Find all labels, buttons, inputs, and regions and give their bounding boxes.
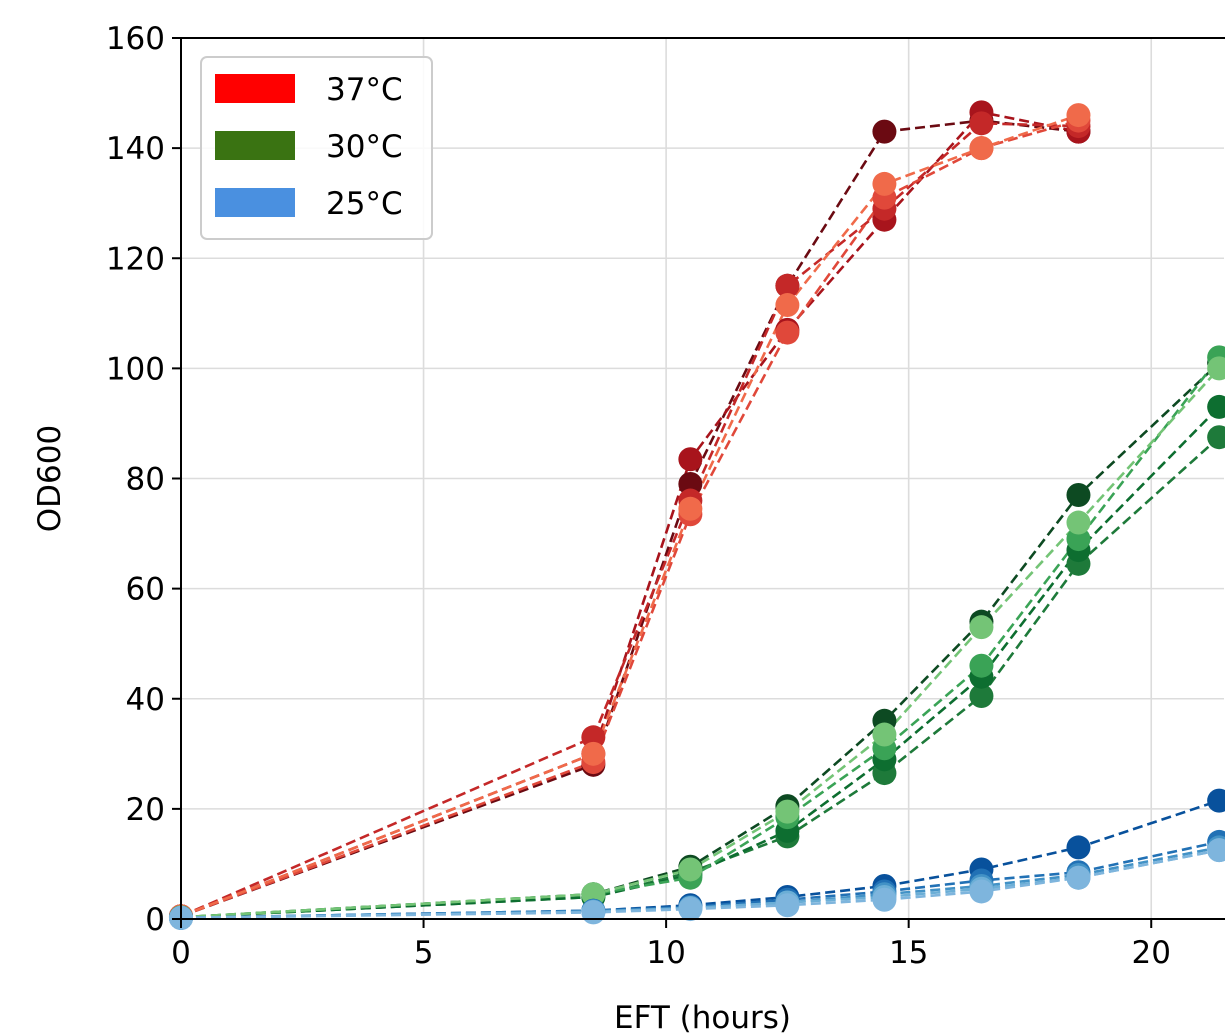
data-point (581, 741, 606, 766)
data-point (1207, 425, 1225, 450)
data-point (581, 882, 606, 907)
data-point (678, 496, 703, 521)
legend: 37°C 30°C 25°C (200, 56, 433, 240)
data-point (1207, 788, 1225, 813)
data-point (775, 893, 800, 918)
y-tick-label: 100 (106, 351, 165, 387)
data-point (678, 447, 703, 472)
data-point (1066, 835, 1091, 860)
data-point (969, 136, 994, 161)
data-point (969, 111, 994, 136)
series-line (180, 405, 1221, 919)
data-point (1066, 103, 1091, 128)
data-point (1207, 838, 1225, 863)
series-group-1 (169, 100, 1091, 929)
legend-label: 37°C (326, 72, 403, 108)
y-tick-label: 140 (106, 131, 165, 167)
y-tick-label: 160 (106, 21, 165, 57)
x-tick-label: 15 (889, 935, 928, 971)
data-point (969, 615, 994, 640)
data-point (775, 320, 800, 345)
data-point (1066, 527, 1091, 552)
tick-labels: 0 5 10 15 20 0 20 40 60 80 100 120 140 160 (106, 21, 1171, 971)
y-tick-label: 20 (126, 792, 165, 828)
legend-swatch (215, 74, 295, 103)
y-tick-label: 40 (126, 682, 165, 718)
y-tick-label: 0 (145, 902, 165, 938)
x-tick-label: 20 (1132, 935, 1171, 971)
x-axis-label: EFT (hours) (614, 1000, 791, 1035)
y-tick-label: 120 (106, 241, 165, 277)
data-point (1207, 394, 1225, 419)
data-point (1066, 865, 1091, 890)
data-point (1207, 356, 1225, 381)
legend-swatch (215, 188, 295, 217)
x-tick-label: 0 (171, 935, 191, 971)
data-point (581, 900, 606, 925)
legend-label: 30°C (326, 129, 403, 165)
series-line (180, 356, 1221, 919)
data-point (678, 857, 703, 882)
series-group-3 (169, 788, 1225, 930)
data-point (678, 897, 703, 922)
data-point (678, 472, 703, 497)
y-tick-label: 80 (126, 462, 165, 498)
legend-label: 25°C (326, 186, 403, 222)
data-point (581, 725, 606, 750)
data-point (775, 293, 800, 318)
y-tick-label: 60 (126, 572, 165, 608)
y-axis-label: OD600 (32, 425, 68, 532)
data-point (775, 273, 800, 298)
data-point (1066, 483, 1091, 508)
legend-swatch (215, 131, 295, 160)
data-point (872, 119, 897, 144)
data-point (969, 653, 994, 678)
data-point (872, 722, 897, 747)
x-tick-label: 10 (646, 935, 685, 971)
x-tick-label: 5 (414, 935, 434, 971)
data-point (1066, 510, 1091, 535)
series-line (180, 367, 1221, 919)
data-point (775, 799, 800, 824)
data-point (872, 171, 897, 196)
data-point (969, 683, 994, 708)
data-point (872, 887, 897, 912)
series-line (180, 848, 1220, 920)
data-point (969, 879, 994, 904)
